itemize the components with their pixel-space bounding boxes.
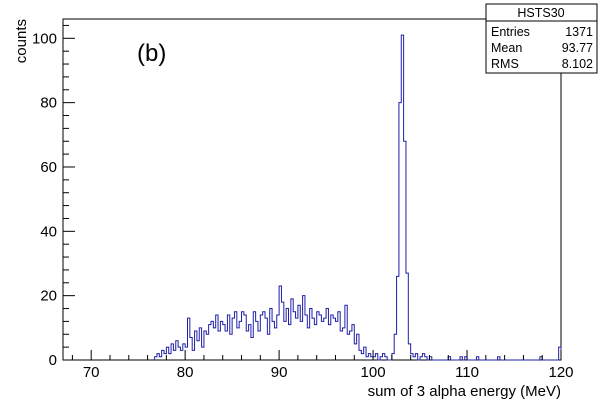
stats-box-frame — [485, 3, 598, 74]
x-tick-label: 110 — [455, 364, 479, 381]
y-axis: 0 20 40 60 80 100 — [32, 24, 75, 369]
y-axis-title: counts — [13, 19, 30, 63]
stats-box: HSTS30 Entries 1371 Mean 93.77 RMS 8.102 — [485, 3, 598, 74]
panel-label: (b) — [137, 40, 166, 67]
stats-rms-label: RMS — [491, 57, 519, 71]
histogram-outline — [154, 34, 562, 361]
y-tick-label: 20 — [40, 288, 57, 305]
y-tick-label: 0 — [49, 352, 57, 369]
x-tick-label: 120 — [548, 364, 573, 381]
stats-rms-value: 8.102 — [562, 57, 593, 71]
y-tick-label: 80 — [40, 95, 57, 112]
x-axis-title: sum of 3 alpha energy (MeV) — [368, 383, 561, 400]
x-tick-label: 80 — [177, 364, 194, 381]
y-tick-label: 100 — [32, 30, 57, 47]
stats-box-title: HSTS30 — [517, 6, 564, 20]
x-tick-label: 90 — [271, 364, 288, 381]
stats-entries-value: 1371 — [565, 25, 593, 39]
x-tick-label: 100 — [361, 364, 386, 381]
x-axis: 70 80 90 100 110 120 — [71, 350, 574, 381]
plot-frame — [62, 18, 562, 361]
stats-mean-value: 93.77 — [562, 41, 593, 55]
stats-entries-label: Entries — [491, 25, 530, 39]
y-tick-label: 40 — [40, 223, 57, 240]
y-tick-label: 60 — [40, 159, 57, 176]
x-tick-label: 70 — [83, 364, 100, 381]
stats-mean-label: Mean — [491, 41, 522, 55]
